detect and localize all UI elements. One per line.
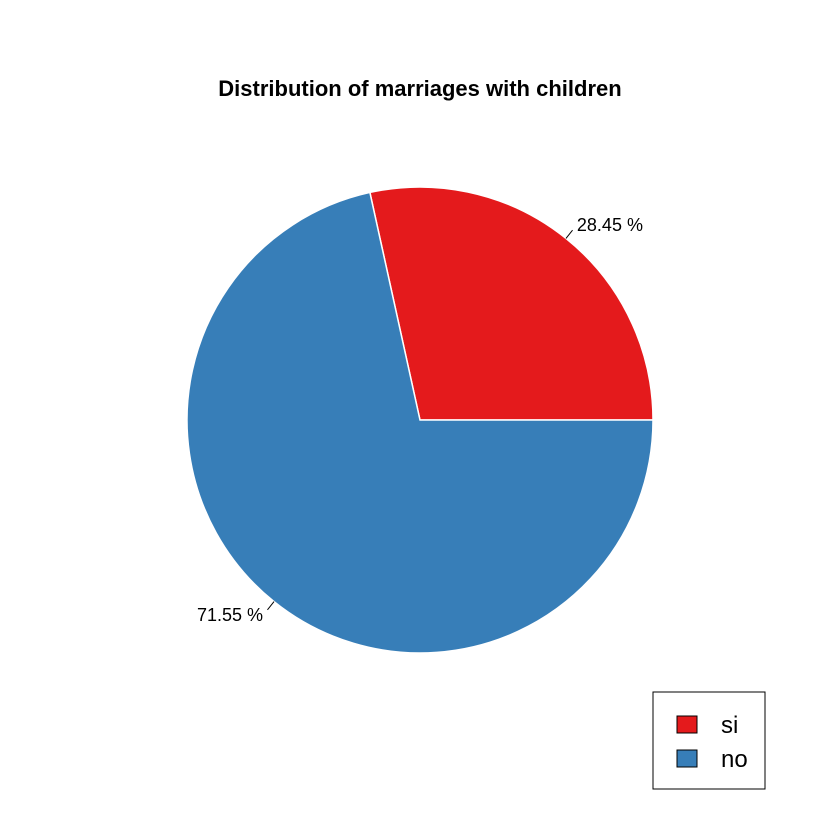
slice-tick-no	[267, 601, 275, 611]
slice-labels: 28.45 % 71.55 %	[197, 215, 643, 625]
pie-slice-no	[186, 191, 654, 654]
legend-label-no: no	[721, 746, 748, 773]
slice-label-no: 71.55 %	[197, 605, 263, 625]
legend-box	[652, 691, 766, 790]
legend-label-si: si	[721, 712, 738, 739]
slice-label-si: 28.45 %	[577, 215, 643, 235]
legend: si no	[652, 691, 766, 790]
slice-tick-si	[565, 229, 573, 239]
pie-slice-si	[368, 186, 654, 421]
legend-swatch-no	[676, 749, 698, 768]
legend-swatch-si	[676, 715, 698, 734]
chart-title: Distribution of marriages with children	[218, 76, 621, 101]
pie-slices	[186, 186, 654, 654]
